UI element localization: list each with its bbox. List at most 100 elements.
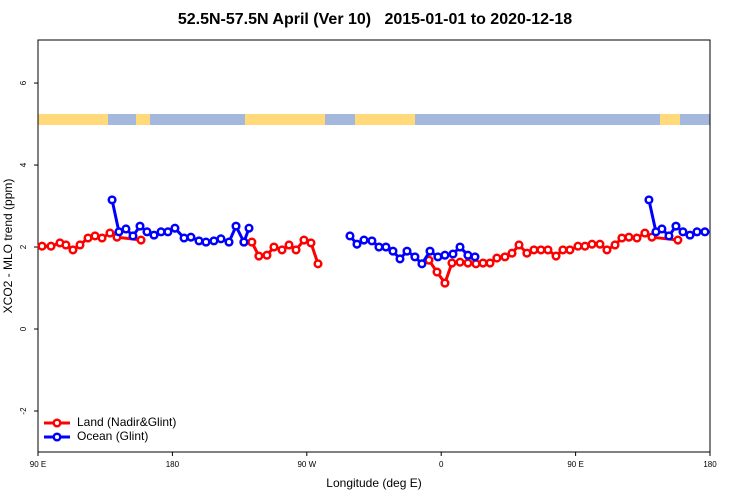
data-point [97, 233, 107, 243]
x-tick-label: 90 W [297, 460, 316, 469]
data-point [231, 221, 241, 231]
chart-title: 52.5N-57.5N April (Ver 10) 2015-01-01 to… [178, 11, 572, 28]
legend-label: Ocean (Glint) [77, 429, 148, 443]
data-point [507, 248, 517, 258]
data-point [105, 228, 115, 238]
y-tick-label: 0 [19, 326, 28, 331]
data-point [291, 245, 301, 255]
data-point [156, 227, 166, 237]
data-point [239, 237, 249, 247]
data-point [700, 227, 710, 237]
data-point [500, 252, 510, 262]
y-tick-label: 2 [19, 244, 28, 249]
y-axis-label: XCO2 - MLO trend (ppm) [1, 179, 15, 314]
data-point [514, 240, 524, 250]
data-point [284, 240, 294, 250]
data-point [68, 245, 78, 255]
data-point [352, 239, 362, 249]
data-point [685, 230, 695, 240]
data-point [657, 224, 667, 234]
data-point [163, 227, 173, 237]
data-point [114, 227, 124, 237]
data-point [374, 242, 384, 252]
data-point [492, 253, 502, 263]
data-point [558, 245, 568, 255]
data-point [359, 235, 369, 245]
data-point [209, 236, 219, 246]
data-point [536, 245, 546, 255]
legend-marker [52, 432, 62, 442]
data-point [216, 234, 226, 244]
data-point [610, 240, 620, 250]
data-point [485, 258, 495, 268]
data-point [529, 245, 539, 255]
data-point [90, 231, 100, 241]
data-point [455, 257, 465, 267]
data-point [149, 230, 159, 240]
data-point [551, 251, 561, 261]
data-point [345, 231, 355, 241]
data-point [543, 245, 553, 255]
data-point [580, 241, 590, 251]
data-point [678, 227, 688, 237]
data-point [595, 239, 605, 249]
data-point [640, 228, 650, 238]
data-point [692, 227, 702, 237]
data-point [410, 252, 420, 262]
data-point [432, 267, 442, 277]
data-point [46, 241, 56, 251]
data-point [463, 258, 473, 268]
data-point [573, 241, 583, 251]
data-point [121, 224, 131, 234]
legend-label: Land (Nadir&Glint) [77, 415, 176, 429]
data-point [186, 232, 196, 242]
data-point [313, 259, 323, 269]
data-point [522, 248, 532, 258]
data-point [425, 246, 435, 256]
data-point [463, 250, 473, 260]
land-sea-strip [38, 114, 710, 125]
data-point [135, 221, 145, 231]
data-point [624, 232, 634, 242]
data-point [617, 233, 627, 243]
data-point [433, 252, 443, 262]
data-point [587, 239, 597, 249]
data-point [201, 237, 211, 247]
x-axis-label: Longitude (deg E) [326, 476, 421, 490]
data-point [244, 223, 254, 233]
data-point [440, 250, 450, 260]
data-point [455, 242, 465, 252]
data-point [247, 237, 257, 247]
data-point [447, 258, 457, 268]
y-tick-label: 4 [19, 162, 28, 167]
data-point [107, 195, 117, 205]
data-point [299, 235, 309, 245]
data-point [470, 252, 480, 262]
data-point [440, 278, 450, 288]
data-point [602, 245, 612, 255]
data-point [381, 242, 391, 252]
data-point [194, 236, 204, 246]
data-point [671, 221, 681, 231]
data-point [664, 231, 674, 241]
data-point [269, 242, 279, 252]
data-point [306, 238, 316, 248]
data-point [644, 195, 654, 205]
data-point [75, 240, 85, 250]
data-point [170, 223, 180, 233]
data-point [37, 241, 47, 251]
y-tick-label: -2 [19, 407, 28, 415]
data-point [224, 237, 234, 247]
data-point [142, 227, 152, 237]
data-point [388, 246, 398, 256]
data-point [673, 235, 683, 245]
data-point [448, 249, 458, 259]
data-point [402, 246, 412, 256]
data-point [254, 251, 264, 261]
data-point [136, 235, 146, 245]
x-tick-label: 90 E [567, 460, 583, 469]
data-point [417, 259, 427, 269]
x-tick-label: 90 E [30, 460, 46, 469]
x-tick-label: 0 [439, 460, 444, 469]
